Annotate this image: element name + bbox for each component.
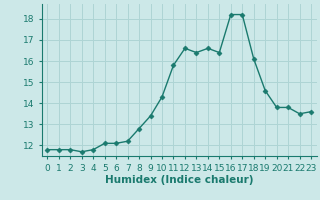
X-axis label: Humidex (Indice chaleur): Humidex (Indice chaleur) [105, 175, 253, 185]
